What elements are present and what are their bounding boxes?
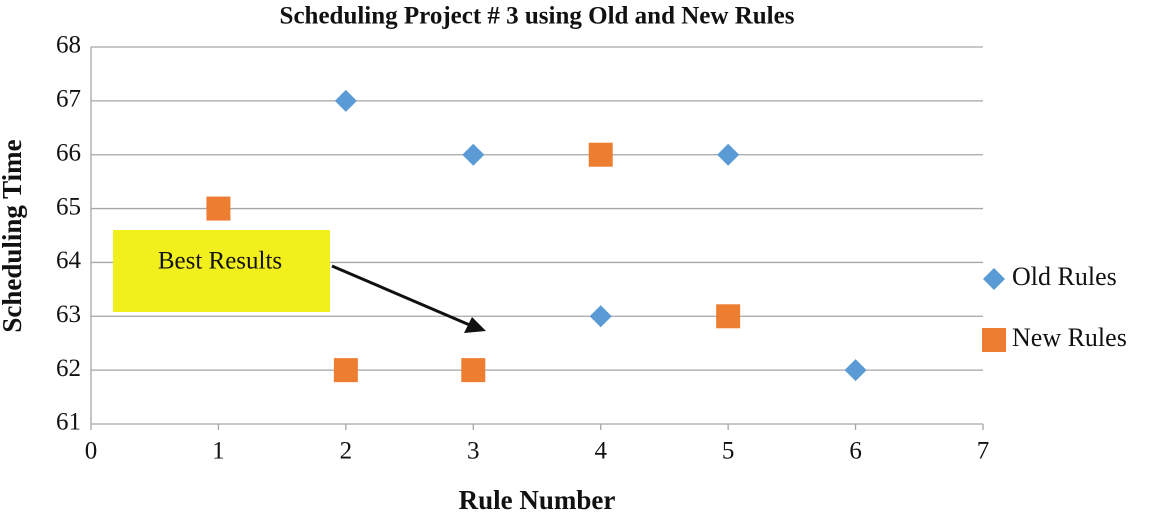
x-tick-label: 4 (594, 438, 607, 465)
point (462, 143, 485, 166)
legend-marker (982, 328, 1006, 352)
y-tick-label: 63 (56, 301, 81, 328)
annotation-text: Best Results (158, 248, 282, 275)
point (589, 305, 612, 328)
y-tick-label: 65 (56, 193, 81, 220)
x-tick-label: 0 (85, 438, 98, 465)
y-tick-label: 62 (56, 355, 81, 382)
x-axis-label: Rule Number (459, 485, 616, 515)
point (206, 196, 231, 221)
point (333, 358, 358, 383)
x-tick-label: 3 (467, 438, 480, 465)
x-tick-label: 1 (212, 438, 225, 465)
arrow-head (464, 317, 486, 333)
legend-marker (983, 268, 1005, 290)
point (717, 143, 740, 166)
chart-title: Scheduling Project # 3 using Old and New… (280, 3, 795, 30)
annotation-arrow (331, 264, 473, 328)
x-tick-label: 5 (722, 438, 735, 465)
annotation-box (113, 230, 330, 312)
x-tick-label: 2 (340, 438, 353, 465)
legend-label: New Rules (1012, 323, 1127, 352)
point (334, 89, 357, 112)
x-tick-label: 6 (849, 438, 862, 465)
point (588, 142, 613, 167)
x-tick-label: 7 (977, 438, 990, 465)
legend-label: Old Rules (1012, 262, 1117, 291)
y-tick-label: 64 (56, 247, 82, 274)
y-tick-label: 61 (56, 409, 81, 436)
y-tick-label: 66 (56, 139, 81, 166)
y-tick-label: 68 (56, 32, 81, 59)
y-tick-label: 67 (56, 86, 81, 113)
point (716, 304, 741, 329)
y-axis-label: Scheduling Time (0, 139, 27, 332)
point (844, 359, 867, 382)
point (461, 358, 486, 383)
